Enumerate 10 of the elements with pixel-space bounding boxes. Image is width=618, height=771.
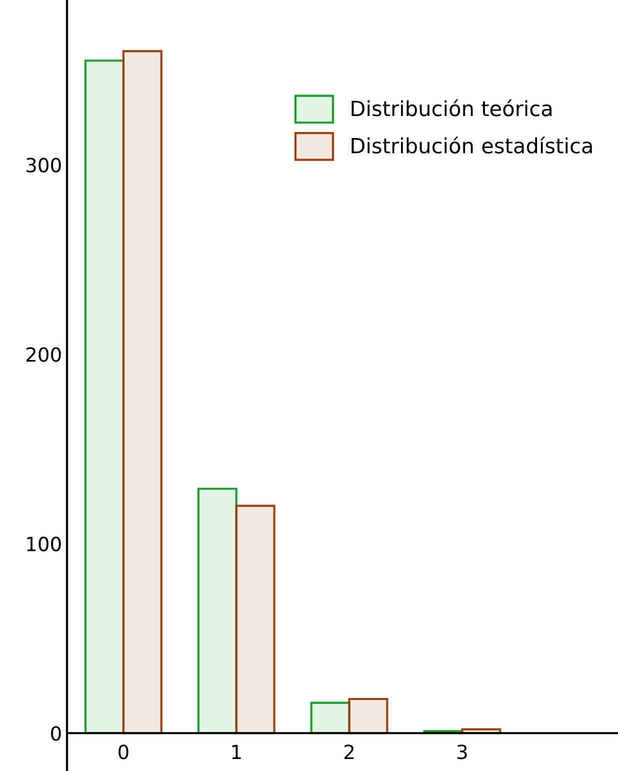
y-tick-label: 300 (26, 158, 61, 172)
x-tick-label: 1 (232, 744, 241, 759)
y-tick-label: 200 (26, 347, 61, 362)
legend-label: Distribución estadística (352, 136, 592, 154)
x-tick-label: 3 (457, 744, 467, 760)
x-tick-label: 0 (118, 744, 128, 760)
y-tick-label: 100 (27, 536, 61, 552)
legend-label: Distribución teórica (352, 99, 552, 116)
y-tick-label: 0 (51, 726, 61, 741)
x-tick-label: 2 (344, 744, 354, 759)
